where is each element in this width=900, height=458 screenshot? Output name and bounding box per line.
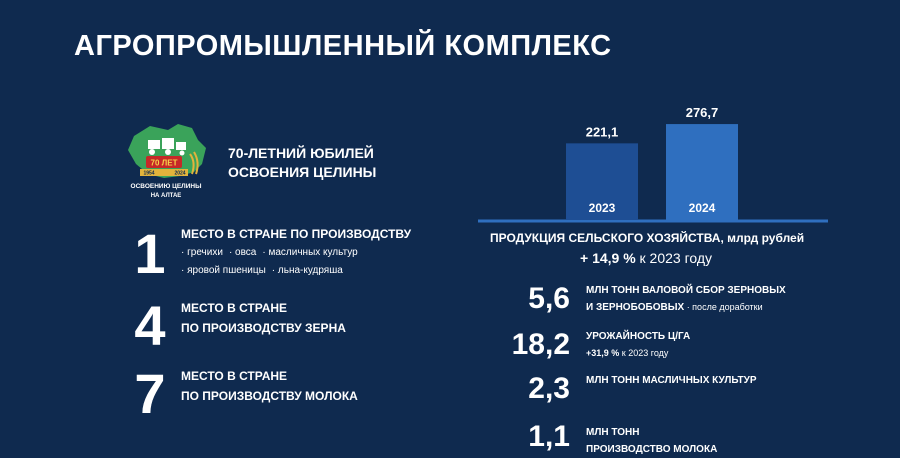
jubilee-heading: 70-ЛЕТНИЙ ЮБИЛЕЙ ОСВОЕНИЯ ЦЕЛИНЫ xyxy=(228,144,376,182)
stat-number: 18,2 xyxy=(511,328,570,361)
stat-description: МЛН ТОНН МАСЛИЧНЫХ КУЛЬТУР xyxy=(586,372,757,389)
stat-line2: И ЗЕРНОБОБОВЫХ xyxy=(586,302,685,313)
stat-description: МЛН ТОНН ВАЛОВОЙ СБОР ЗЕРНОВЫХ И ЗЕРНОБО… xyxy=(586,282,786,316)
stat-line1: МЛН ТОНН xyxy=(586,427,640,438)
bar-category-label: 2023 xyxy=(589,201,616,215)
chart-growth: + 14,9 % к 2023 году xyxy=(580,250,712,266)
rank-line2: ПО ПРОИЗВОДСТВУ ЗЕРНА xyxy=(181,321,346,335)
rank-line2: ПО ПРОИЗВОДСТВУ МОЛОКА xyxy=(181,389,358,403)
jubilee-line2: ОСВОЕНИЯ ЦЕЛИНЫ xyxy=(228,164,377,180)
stat-line1: МЛН ТОНН МАСЛИЧНЫХ КУЛЬТУР xyxy=(586,375,757,386)
bar-chart-svg: 221,1 2023 276,7 2024 xyxy=(478,105,828,223)
stat-number: 1,1 xyxy=(528,420,570,453)
bar-category-label: 2024 xyxy=(689,201,716,215)
svg-text:НА АЛТАЕ: НА АЛТАЕ xyxy=(151,193,182,199)
stat-number: 2,3 xyxy=(528,372,570,405)
rank-number: 1 xyxy=(134,222,166,285)
svg-text:1954: 1954 xyxy=(143,171,154,177)
stat-line1: УРОЖАЙНОСТЬ Ц/ГА xyxy=(586,331,691,342)
stat-number: 5,6 xyxy=(528,282,570,315)
rank-items-row1: · гречихи · овса · масличных культур xyxy=(181,244,411,262)
rank-description: МЕСТО В СТРАНЕ ПО ПРОИЗВОДСТВУ · гречихи… xyxy=(181,224,411,280)
rank-description: МЕСТО В СТРАНЕ ПО ПРОИЗВОДСТВУ МОЛОКА xyxy=(181,366,358,406)
stat-description: МЛН ТОНН ПРОИЗВОДСТВО МОЛОКА xyxy=(586,424,717,458)
crop-item: · масличных культур xyxy=(262,247,358,258)
growth-value: + 14,9 % xyxy=(580,250,636,266)
stat-growth: +31,9 % xyxy=(586,348,620,358)
stat-note: · после доработки xyxy=(684,302,763,312)
growth-note: к 2023 году xyxy=(635,250,713,266)
stat-description: УРОЖАЙНОСТЬ Ц/ГА +31,9 % к 2023 году xyxy=(586,328,690,362)
agri-production-chart: 221,1 2023 276,7 2024 xyxy=(478,100,828,225)
rank-line1: МЕСТО В СТРАНЕ xyxy=(181,369,288,383)
jubilee-logo: 70 ЛЕТ 1954 2024 ОСВОЕНИЮ ЦЕЛИНЫ НА АЛТА… xyxy=(120,118,212,204)
bar-value-label: 276,7 xyxy=(686,105,719,120)
crop-item: · яровой пшеницы xyxy=(181,265,266,276)
crop-item: · льна-кудряша xyxy=(271,265,343,276)
stat-line1: МЛН ТОНН ВАЛОВОЙ СБОР ЗЕРНОВЫХ xyxy=(586,285,786,296)
svg-text:70 ЛЕТ: 70 ЛЕТ xyxy=(151,159,178,168)
bar-2024 xyxy=(666,124,738,220)
rank-items-row2: · яровой пшеницы · льна-кудряша xyxy=(181,262,411,280)
stat-line2: ПРОИЗВОДСТВО МОЛОКА xyxy=(586,444,718,455)
chart-title: ПРОДУКЦИЯ СЕЛЬСКОГО ХОЗЯЙСТВА, млрд рубл… xyxy=(490,231,805,245)
rank-description: МЕСТО В СТРАНЕ ПО ПРОИЗВОДСТВУ ЗЕРНА xyxy=(181,298,346,338)
page-title: АГРОПРОМЫШЛЕННЫЙ КОМПЛЕКС xyxy=(74,30,612,62)
bar-2023 xyxy=(566,143,638,220)
svg-text:2024: 2024 xyxy=(174,171,185,177)
jubilee-line1: 70-ЛЕТНИЙ ЮБИЛЕЙ xyxy=(228,145,374,161)
crop-item: · гречихи xyxy=(181,247,223,258)
rank-line1: МЕСТО В СТРАНЕ ПО ПРОИЗВОДСТВУ xyxy=(181,227,412,241)
stat-note: к 2023 году xyxy=(619,348,669,358)
crop-item: · овса xyxy=(228,247,257,258)
rank-line1: МЕСТО В СТРАНЕ xyxy=(181,301,288,315)
rank-number: 7 xyxy=(134,362,166,425)
svg-text:ОСВОЕНИЮ ЦЕЛИНЫ: ОСВОЕНИЮ ЦЕЛИНЫ xyxy=(131,183,202,190)
bar-value-label: 221,1 xyxy=(586,124,619,139)
rank-number: 4 xyxy=(134,294,166,357)
